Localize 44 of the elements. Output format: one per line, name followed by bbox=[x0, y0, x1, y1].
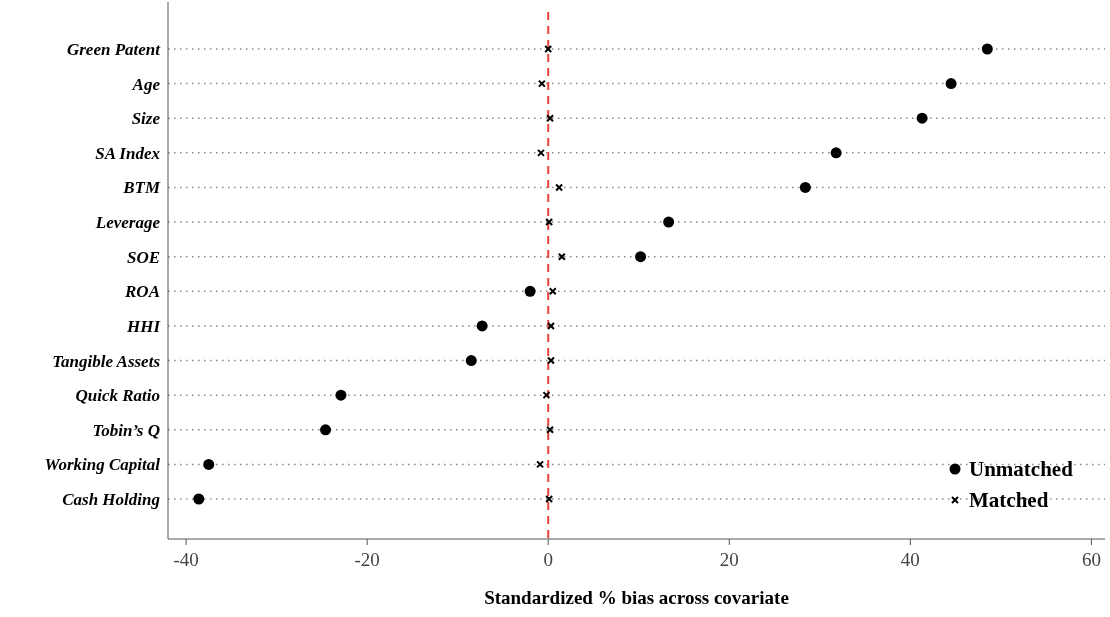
y-tick-label: Age bbox=[131, 74, 161, 94]
point bbox=[335, 389, 347, 401]
point bbox=[635, 251, 647, 263]
y-tick-label: SA Index bbox=[95, 143, 161, 163]
x-tick-label: 60 bbox=[1081, 549, 1101, 570]
point bbox=[546, 425, 555, 434]
point bbox=[476, 320, 488, 332]
x-tick-label: 20 bbox=[719, 549, 739, 570]
x-tick-label: -20 bbox=[354, 549, 380, 570]
point bbox=[536, 148, 545, 157]
y-tick-label: Green Patent bbox=[66, 40, 162, 59]
y-tick-label: Cash Holding bbox=[62, 490, 161, 509]
y-tick-label: Size bbox=[131, 109, 161, 129]
y-tick-label: Tangible Assets bbox=[52, 351, 161, 371]
point bbox=[320, 424, 332, 436]
point bbox=[203, 458, 215, 470]
y-tick-label: Tobin’s Q bbox=[92, 420, 160, 440]
point bbox=[663, 216, 675, 228]
point bbox=[546, 321, 555, 330]
point bbox=[193, 493, 205, 505]
y-tick-label: Leverage bbox=[94, 213, 161, 233]
point bbox=[545, 218, 554, 227]
point bbox=[981, 43, 993, 55]
point bbox=[465, 355, 477, 367]
point bbox=[799, 181, 811, 193]
legend-label: Matched bbox=[969, 488, 1049, 512]
y-tick-label: Working Capital bbox=[44, 455, 161, 475]
point bbox=[945, 78, 957, 90]
x-tick-label: 0 bbox=[543, 549, 553, 570]
point bbox=[916, 112, 928, 124]
y-tick-label: SOE bbox=[126, 247, 160, 267]
x-axis-title: Standardized % bias across covariate bbox=[484, 587, 789, 608]
y-tick-label: BTM bbox=[122, 178, 161, 198]
x-tick-label: 40 bbox=[900, 549, 920, 570]
y-tick-label: ROA bbox=[124, 282, 160, 302]
y-tick-label: HHI bbox=[125, 316, 162, 336]
x-tick-label: -40 bbox=[173, 549, 199, 570]
legend-label: Unmatched bbox=[969, 457, 1074, 481]
point bbox=[546, 114, 555, 123]
point bbox=[830, 147, 842, 159]
point bbox=[544, 45, 553, 53]
y-tick-label: Quick Ratio bbox=[75, 386, 160, 406]
point bbox=[524, 285, 536, 297]
point bbox=[545, 495, 554, 503]
